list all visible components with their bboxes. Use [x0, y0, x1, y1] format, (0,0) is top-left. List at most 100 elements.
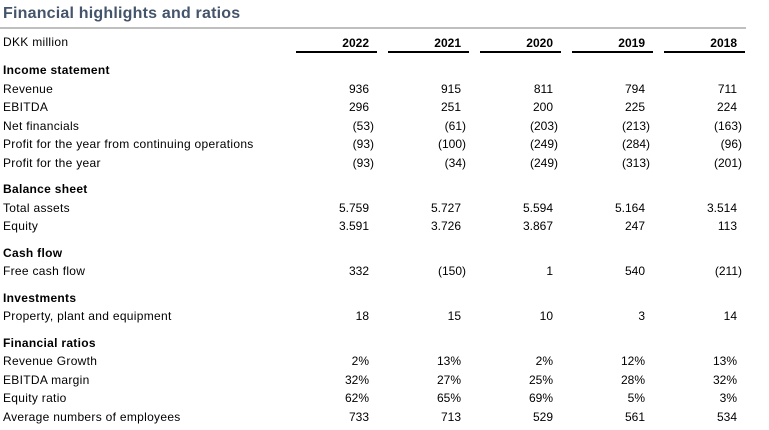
section-row: Balance sheet [3, 180, 745, 199]
row-label: Free cash flow [3, 264, 86, 278]
cell-value: 18 [355, 309, 369, 323]
financial-table: DKK million 2022 2021 2020 2019 2018 Inc… [3, 29, 745, 426]
cell-value: 28% [620, 372, 645, 387]
cell-value: (313) [621, 155, 650, 170]
cell-value: 13% [712, 354, 737, 368]
table-row: Average numbers of employees 733 713 529 561… [3, 408, 745, 427]
cell-value: 3% [719, 391, 737, 405]
cell-value: (211) [714, 264, 742, 278]
year-label: 2019 [572, 36, 653, 53]
row-label: Average numbers of employees [3, 409, 181, 424]
cell-value: 296 [348, 100, 369, 114]
cell-value: 247 [624, 219, 645, 233]
cell-value: (93) [352, 155, 374, 170]
cell-value: 62% [344, 391, 369, 405]
cell-value: 540 [624, 264, 645, 278]
cell-value: 561 [624, 409, 645, 424]
cell-value: 794 [624, 81, 645, 96]
cell-value: 32% [712, 372, 737, 387]
cell-value: 713 [440, 409, 461, 424]
table-row: Revenue Growth 2% 13% 2% 12% 13% [3, 352, 745, 371]
cell-value: 1 [546, 264, 553, 278]
table-body: Income statement Revenue 936 915 811 794 711 EB… [3, 61, 745, 426]
cell-value: 529 [532, 409, 553, 424]
cell-value: 32% [344, 372, 369, 387]
cell-value: (96) [720, 137, 742, 151]
cell-value: 5.759 [338, 200, 369, 215]
cell-value: 2% [351, 354, 369, 368]
year-column-header: 2018 [653, 36, 745, 53]
cell-value: (284) [621, 137, 650, 151]
section-heading: Investments [3, 290, 77, 305]
section-row: Cash flow [3, 244, 745, 263]
cell-value: 5.594 [522, 200, 553, 215]
table-row: EBITDA 296 251 200 225 224 [3, 98, 745, 117]
cell-value: 251 [440, 100, 461, 114]
cell-value: 65% [436, 391, 461, 405]
year-column-header: 2019 [561, 36, 653, 53]
cell-value: (213) [621, 118, 650, 133]
cell-value: (201) [713, 155, 742, 170]
cell-value: 10 [539, 309, 553, 323]
table-row: Total assets 5.759 5.727 5.594 5.164 3.514 [3, 199, 745, 218]
unit-label: DKK million [3, 35, 69, 49]
cell-value: (100) [437, 137, 466, 151]
table-row: Profit for the year (93) (34) (249) (313) (20… [3, 154, 745, 173]
table-row: Equity 3.591 3.726 3.867 247 113 [3, 217, 745, 236]
section-heading: Balance sheet [3, 182, 88, 196]
table-row: Property, plant and equipment 18 15 10 3 14 [3, 307, 745, 326]
cell-value: 811 [533, 81, 553, 96]
cell-value: 2% [535, 354, 553, 368]
cell-value: 5.164 [614, 200, 645, 215]
cell-value: 3.726 [430, 219, 461, 233]
cell-value: (93) [352, 137, 374, 151]
cell-value: 3.514 [706, 200, 737, 215]
row-label: Revenue [3, 81, 54, 96]
cell-value: 332 [348, 264, 369, 278]
cell-value: (53) [352, 118, 374, 133]
page-title: Financial highlights and ratios [3, 5, 241, 22]
table-row: Profit for the year from continuing oper… [3, 135, 745, 154]
year-label: 2021 [388, 36, 469, 53]
cell-value: 12% [620, 354, 645, 368]
year-label: 2020 [480, 36, 561, 53]
cell-value: 936 [348, 81, 369, 96]
cell-value: 13% [436, 354, 461, 368]
cell-value: 5% [627, 391, 645, 405]
table-row: Free cash flow 332 (150) 1 540 (211) [3, 262, 745, 281]
row-label: Equity ratio [3, 391, 67, 405]
cell-value: 14 [723, 309, 737, 323]
cell-value: (150) [437, 264, 466, 278]
cell-value: (203) [529, 118, 558, 133]
cell-value: 3 [638, 309, 645, 323]
year-column-header: 2021 [377, 36, 469, 53]
cell-value: (163) [713, 118, 742, 133]
title-rule [0, 27, 746, 29]
cell-value: 915 [440, 81, 461, 96]
year-column-header: 2020 [469, 36, 561, 53]
cell-value: 200 [532, 100, 553, 114]
row-label: Net financials [3, 118, 80, 133]
row-label: EBITDA margin [3, 372, 90, 387]
row-label: Profit for the year [3, 155, 101, 170]
cell-value: 27% [436, 372, 461, 387]
row-label: Property, plant and equipment [3, 309, 172, 323]
row-label: Equity [3, 219, 39, 233]
cell-value: 25% [528, 372, 553, 387]
row-label: Total assets [3, 200, 70, 215]
cell-value: (249) [529, 155, 558, 170]
section-row: Investments [3, 289, 745, 308]
row-label: Revenue Growth [3, 354, 98, 368]
year-label: 2022 [296, 36, 377, 53]
section-heading: Cash flow [3, 245, 63, 260]
cell-value: (249) [529, 137, 558, 151]
cell-value: 15 [447, 309, 461, 323]
year-column-header: 2022 [285, 36, 377, 53]
section-heading: Financial ratios [3, 335, 96, 350]
table-row: EBITDA margin 32% 27% 25% 28% 32% [3, 371, 745, 390]
year-label: 2018 [664, 36, 745, 53]
cell-value: 113 [717, 219, 737, 233]
cell-value: 5.727 [430, 200, 461, 215]
cell-value: (34) [444, 155, 466, 170]
